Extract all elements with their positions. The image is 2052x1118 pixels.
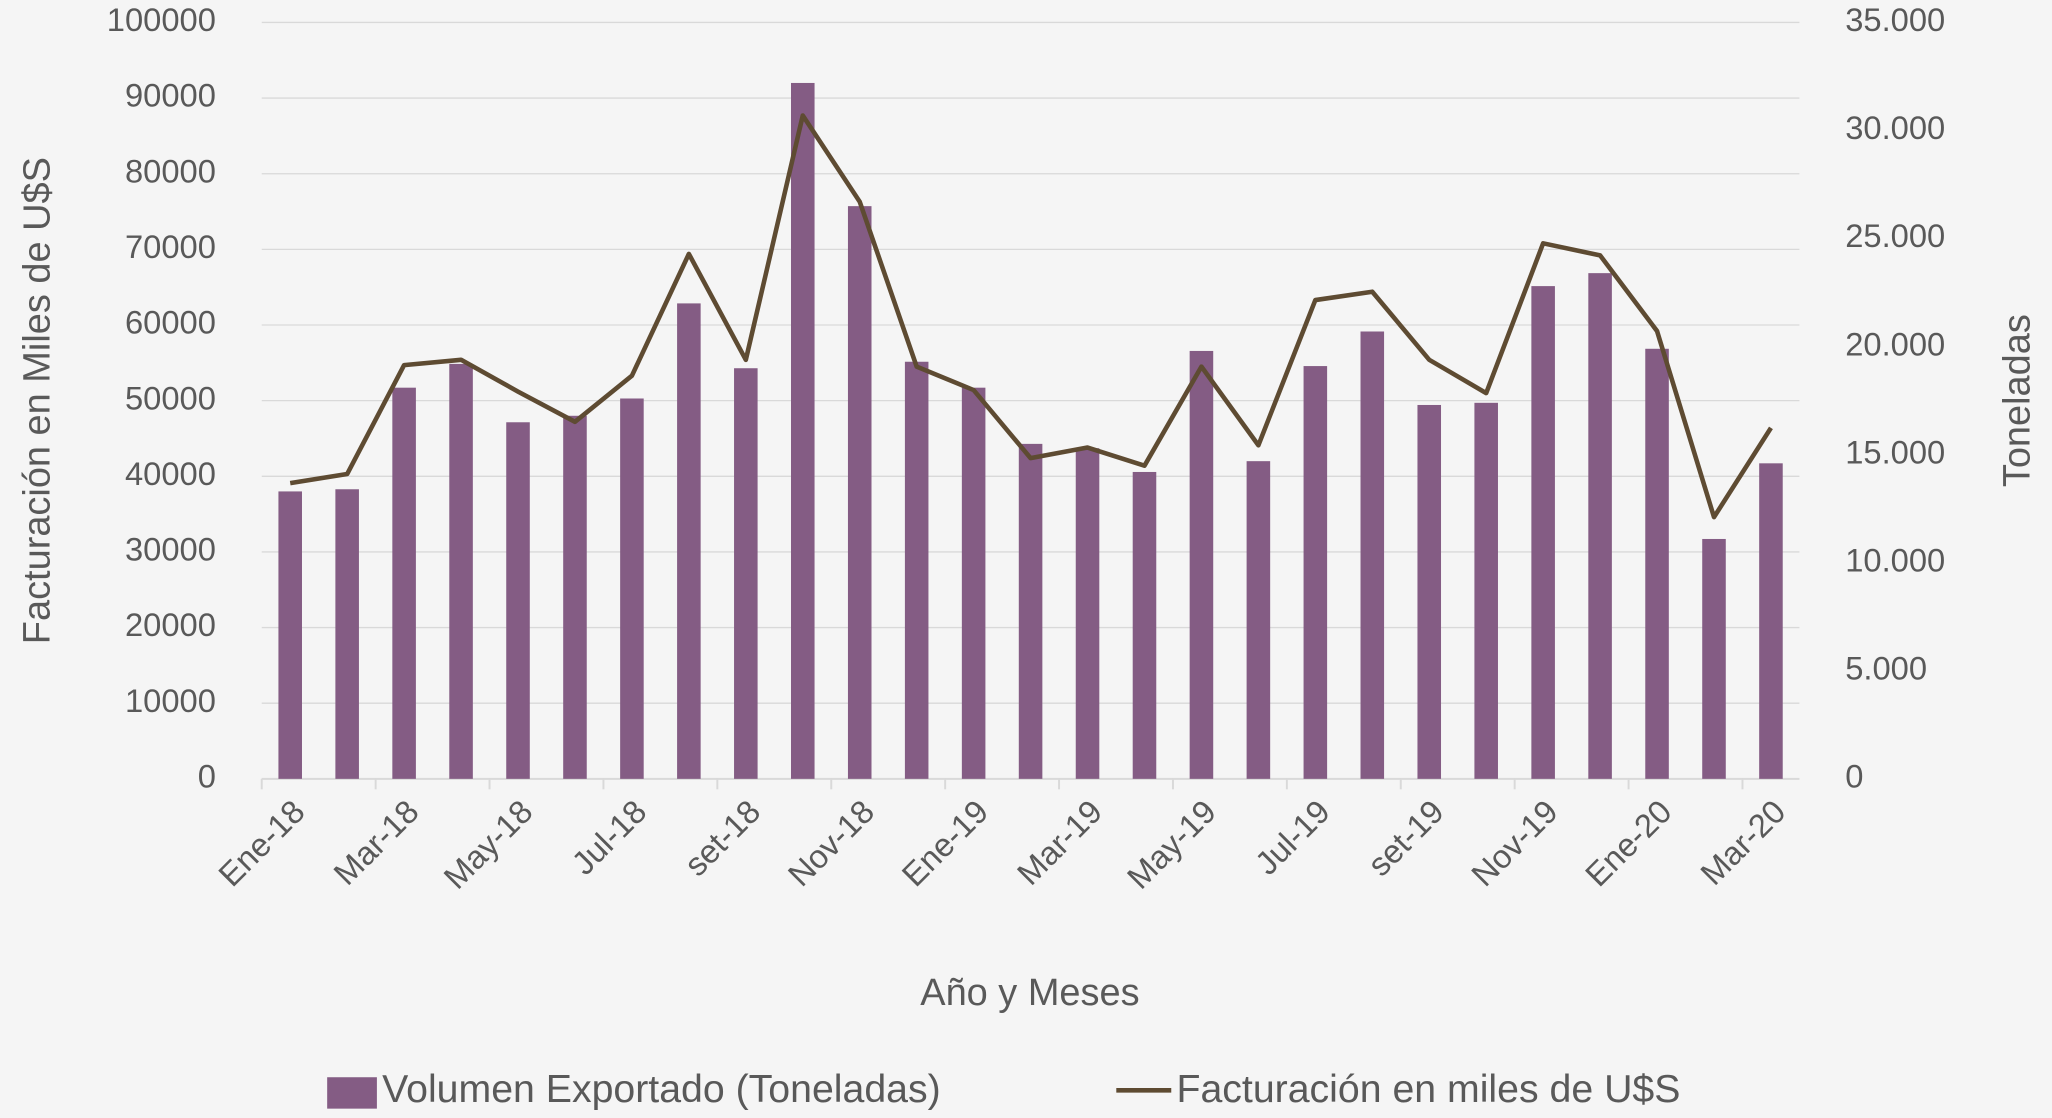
y2-tick-label: 25.000 bbox=[1845, 217, 1945, 254]
bar bbox=[1132, 471, 1157, 779]
y2-tick-label: 30.000 bbox=[1845, 109, 1945, 146]
y2-tick-label: 35.000 bbox=[1845, 1, 1945, 38]
bar bbox=[620, 398, 644, 779]
bar bbox=[1360, 331, 1385, 779]
y-axis-title: Facturación en Miles de U$S bbox=[16, 157, 58, 644]
y-tick-label: 100000 bbox=[107, 1, 216, 38]
y2-tick-label: 5.000 bbox=[1845, 649, 1927, 686]
bar bbox=[506, 422, 530, 779]
bar bbox=[847, 206, 872, 779]
y2-tick-label: 0 bbox=[1845, 757, 1863, 794]
bar bbox=[1759, 463, 1783, 779]
bar bbox=[1474, 402, 1498, 779]
y2-tick-label: 15.000 bbox=[1845, 433, 1945, 470]
y-tick-label: 50000 bbox=[125, 379, 216, 416]
bar bbox=[790, 82, 815, 779]
bar bbox=[1018, 443, 1043, 779]
legend-label: Facturación en miles de U$S bbox=[1176, 1067, 1680, 1111]
bar bbox=[563, 415, 587, 779]
y-tick-label: 70000 bbox=[125, 228, 216, 265]
y-tick-label: 40000 bbox=[125, 455, 216, 492]
bar bbox=[961, 387, 986, 779]
line bbox=[289, 113, 1773, 520]
y-tick-label: 30000 bbox=[125, 531, 216, 568]
bar bbox=[1702, 538, 1726, 779]
bar bbox=[734, 368, 758, 779]
y-tick-label: 20000 bbox=[125, 606, 216, 643]
bar bbox=[1531, 286, 1555, 779]
bar bbox=[392, 387, 416, 779]
legend-swatch bbox=[327, 1077, 377, 1109]
bar bbox=[449, 363, 473, 779]
y-tick-label: 0 bbox=[198, 757, 216, 794]
bar bbox=[1645, 348, 1669, 779]
bar bbox=[335, 489, 359, 779]
bar bbox=[1588, 273, 1612, 779]
legend-label: Volumen Exportado (Toneladas) bbox=[382, 1067, 941, 1111]
y-tick-label: 80000 bbox=[125, 152, 216, 189]
bar bbox=[904, 361, 929, 779]
bar bbox=[1189, 350, 1214, 779]
x-axis-title: Año y Meses bbox=[920, 972, 1139, 1014]
bar bbox=[278, 491, 302, 779]
y-tick-label: 60000 bbox=[125, 304, 216, 341]
bar bbox=[1246, 461, 1271, 779]
y2-tick-label: 10.000 bbox=[1845, 541, 1945, 578]
bar bbox=[1417, 404, 1442, 779]
y2-axis-title: Toneladas bbox=[1996, 314, 2038, 487]
y-tick-label: 90000 bbox=[125, 77, 216, 114]
bar bbox=[1303, 366, 1328, 779]
y-tick-label: 10000 bbox=[125, 682, 216, 719]
bar bbox=[677, 303, 701, 779]
bar bbox=[1075, 448, 1100, 779]
y2-tick-label: 20.000 bbox=[1845, 325, 1945, 362]
